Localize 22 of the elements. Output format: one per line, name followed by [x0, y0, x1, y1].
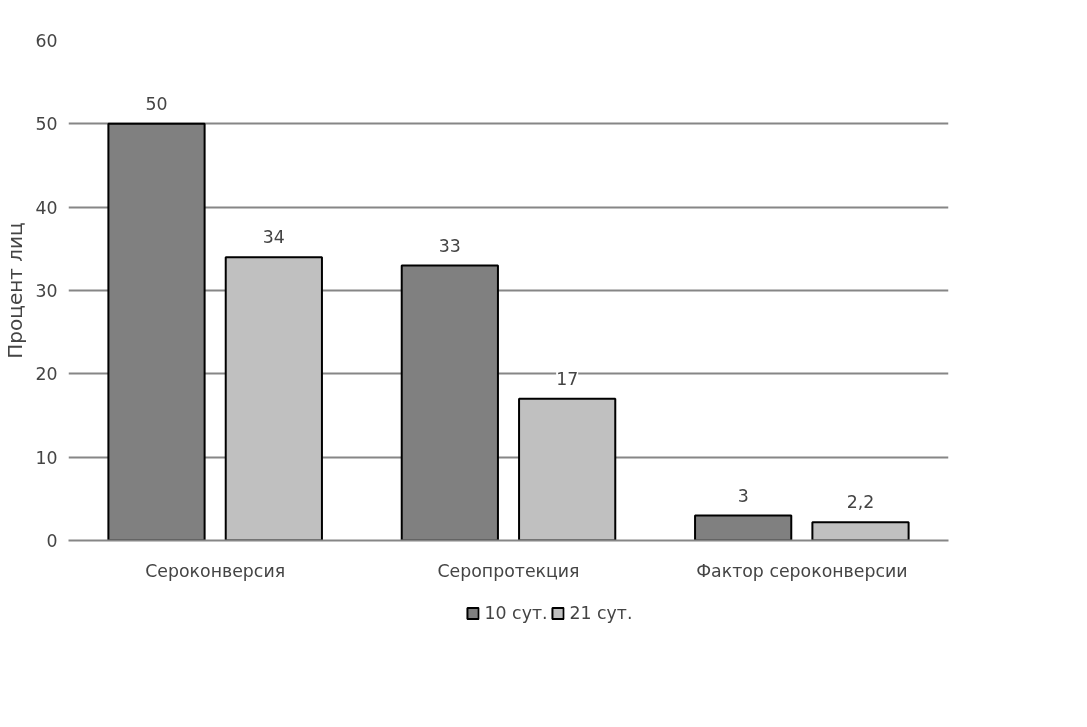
x-tick-label: Серопротекция — [437, 560, 580, 581]
data-label: 33 — [438, 235, 461, 256]
data-label: 3 — [737, 485, 749, 506]
y-tick-label: 0 — [46, 531, 58, 551]
data-label: 50 — [145, 93, 168, 114]
y-tick-label: 10 — [35, 447, 58, 468]
x-tick-label: Сероконверсия — [145, 560, 286, 581]
data-label: 2,2 — [846, 492, 875, 513]
data-label: 34 — [262, 227, 285, 248]
y-tick-label: 40 — [35, 197, 58, 218]
y-tick-label: 30 — [35, 281, 58, 301]
legend-label: 21 сут. — [569, 603, 633, 623]
y-tick-label: 60 — [35, 31, 58, 51]
bar — [811, 521, 910, 541]
legend-label: 10 сут. — [484, 603, 548, 623]
y-axis-title: Процент лиц — [3, 222, 28, 359]
y-tick-label: 20 — [35, 364, 58, 385]
bar — [518, 397, 617, 541]
x-tick-label: Фактор сероконверсии — [696, 560, 908, 581]
bar — [224, 256, 323, 541]
data-label: 17 — [556, 368, 579, 389]
y-tick-label: 50 — [35, 114, 58, 135]
